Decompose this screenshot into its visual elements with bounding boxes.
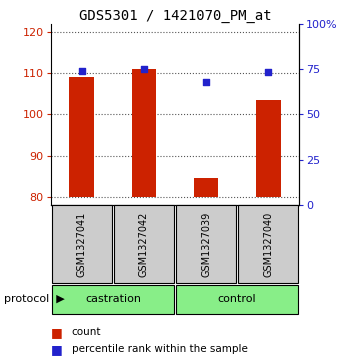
Text: percentile rank within the sample: percentile rank within the sample xyxy=(72,344,248,354)
Text: GSM1327041: GSM1327041 xyxy=(77,212,87,277)
Bar xyxy=(194,178,218,197)
Text: GDS5301 / 1421070_PM_at: GDS5301 / 1421070_PM_at xyxy=(79,9,271,23)
Bar xyxy=(176,205,236,283)
Text: protocol  ▶: protocol ▶ xyxy=(4,294,64,305)
Bar xyxy=(69,77,94,197)
Bar xyxy=(132,69,156,197)
Point xyxy=(203,79,209,85)
Text: castration: castration xyxy=(85,294,141,305)
Bar xyxy=(52,285,174,314)
Bar xyxy=(256,100,281,197)
Bar xyxy=(238,205,298,283)
Text: ■: ■ xyxy=(51,326,63,339)
Point xyxy=(141,66,147,72)
Text: GSM1327039: GSM1327039 xyxy=(201,212,211,277)
Point xyxy=(265,69,271,75)
Text: GSM1327040: GSM1327040 xyxy=(263,212,273,277)
Bar xyxy=(114,205,174,283)
Text: control: control xyxy=(218,294,257,305)
Bar xyxy=(52,205,112,283)
Bar xyxy=(176,285,298,314)
Point xyxy=(79,68,85,74)
Text: ■: ■ xyxy=(51,343,63,356)
Text: count: count xyxy=(72,327,101,337)
Text: GSM1327042: GSM1327042 xyxy=(139,211,149,277)
